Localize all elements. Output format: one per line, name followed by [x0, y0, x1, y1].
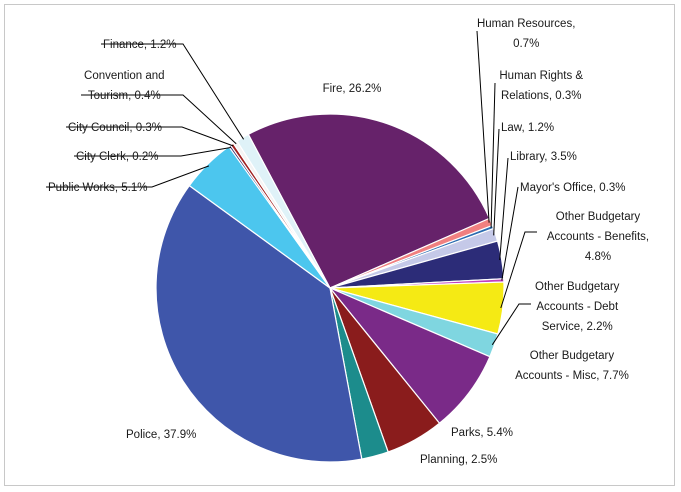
slice-label-3-line-0: Law, 1.2%: [501, 122, 554, 134]
slice-label-2-line-0: Human Rights &: [499, 70, 583, 82]
slice-label-14-line-0: City Council, 0.3%: [68, 122, 162, 134]
leader-line-16: [101, 43, 245, 140]
slice-labels: Fire, 26.2% Human Resources, 0.7% Human Rig…: [48, 18, 649, 466]
leader-line-15: [81, 94, 237, 145]
leader-line-2: [490, 82, 496, 228]
leader-line-1: [476, 30, 490, 223]
slice-label-6-line-0: Other Budgetary: [556, 211, 641, 223]
slice-label-4-line-0: Library, 3.5%: [510, 151, 577, 163]
slice-label-8-line-0: Other Budgetary: [530, 350, 615, 362]
slice-label-13-line-0: City Clerk, 0.2%: [76, 151, 158, 163]
label-leaders: [46, 30, 537, 346]
slice-label-7-line-2: Service, 2.2%: [542, 321, 613, 333]
slice-label-16-line-0: Finance, 1.2%: [103, 39, 177, 51]
slice-label-9-line-0: Parks, 5.4%: [451, 427, 513, 439]
slice-label-12-line-0: Public Works, 5.1%: [48, 182, 148, 194]
leader-line-3: [493, 128, 500, 236]
leader-line-13: [74, 147, 231, 157]
slice-label-8-line-1: Accounts - Misc, 7.7%: [515, 370, 629, 382]
slice-label-11-line-0: Police, 37.9%: [126, 429, 196, 441]
slice-label-0-line-0: Fire, 26.2%: [323, 83, 382, 95]
slice-label-1-line-0: Human Resources,: [477, 18, 575, 30]
leader-line-14: [66, 126, 234, 147]
slice-label-15-line-0: Convention and: [84, 70, 165, 82]
slice-label-7-line-0: Other Budgetary: [535, 281, 620, 293]
slice-label-1-line-1: 0.7%: [513, 38, 539, 50]
pie-slice-11: [155, 184, 363, 463]
leader-line-6: [500, 231, 537, 309]
slice-label-6-line-1: Accounts - Benefits,: [547, 231, 649, 243]
pie-slices: [155, 113, 505, 463]
leader-line-12: [46, 165, 210, 188]
slice-label-15-line-1: Tourism, 0.4%: [88, 90, 161, 102]
slice-label-2-line-1: Relations, 0.3%: [501, 90, 582, 102]
leader-line-7: [491, 303, 531, 346]
slice-label-5-line-0: Mayor's Office, 0.3%: [520, 182, 626, 194]
leader-line-4: [499, 157, 509, 261]
slice-label-10-line-0: Planning, 2.5%: [420, 454, 497, 466]
slice-label-7-line-1: Accounts - Debt: [536, 301, 619, 313]
leader-line-5: [501, 186, 519, 281]
slice-label-6-line-2: 4.8%: [585, 251, 611, 263]
